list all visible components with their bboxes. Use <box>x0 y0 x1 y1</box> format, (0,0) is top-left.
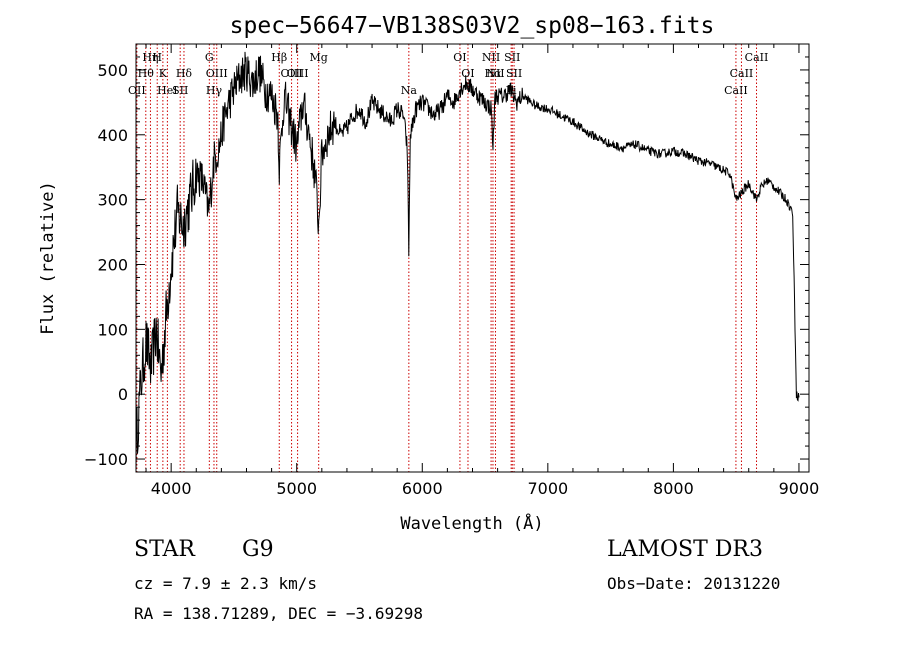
object-subclass: G9 <box>242 537 274 562</box>
line-marker-label-6: Hδ <box>176 67 193 80</box>
line-marker-label-25: CaII <box>730 67 754 80</box>
x-tick-label-5: 9000 <box>779 479 820 498</box>
x-tick-label-1: 5000 <box>276 479 317 498</box>
line-marker-label-8: G <box>205 51 214 64</box>
chart-title: spec−56647−VB138S03V2_sp08−163.fits <box>230 13 715 39</box>
line-marker-label-19: SII <box>504 51 520 64</box>
line-marker-label-12: OIII <box>281 67 303 80</box>
redshift-text: cz = 7.9 ± 2.3 km/s <box>134 574 318 593</box>
spectrum-line <box>135 51 800 470</box>
line-marker-label-1: Hθ <box>138 67 155 80</box>
x-axis-label: Wavelength (Å) <box>400 512 543 534</box>
y-tick-label-6: 500 <box>97 61 128 80</box>
x-tick-label-0: 4000 <box>151 479 192 498</box>
line-marker-label-13: OIII <box>287 67 309 80</box>
x-tick-label-3: 7000 <box>527 479 568 498</box>
line-marker-label-11: Hβ <box>271 51 287 64</box>
survey-name: LAMOST DR3 <box>607 537 763 562</box>
y-tick-label-5: 400 <box>97 126 128 145</box>
line-marker-label-3: H <box>152 51 162 64</box>
y-tick-label-1: 0 <box>118 385 128 404</box>
y-tick-label-4: 300 <box>97 191 128 210</box>
line-marker-label-2: OII <box>128 84 146 97</box>
plot-frame <box>135 43 810 473</box>
ra-dec-text: RA = 138.71289, DEC = −3.69298 <box>134 604 423 623</box>
axis-ticks: 4000 5000 6000 7000 8000 9000 −100 0 100 200 300 40… <box>84 43 820 498</box>
line-marker-label-0: Hη <box>142 51 158 64</box>
y-axis-label: Flux (relative) <box>38 181 58 335</box>
line-marker-label-23: Li <box>506 84 517 97</box>
line-marker-label-20: Hα <box>484 67 502 80</box>
line-marker-label-4: K <box>159 67 168 80</box>
line-marker-label-15: Na <box>401 84 418 97</box>
y-tick-label-0: −100 <box>84 450 128 469</box>
line-marker-label-26: CaII <box>724 84 748 97</box>
spectrum-series <box>135 51 800 470</box>
line-marker-label-9: OIII <box>206 67 228 80</box>
axes <box>135 43 810 473</box>
x-tick-label-4: 8000 <box>653 479 694 498</box>
line-marker-label-21: NII <box>486 67 504 80</box>
object-class: STAR <box>134 537 195 562</box>
line-marker-label-5: HeI <box>157 84 177 97</box>
y-tick-label-3: 200 <box>97 255 128 274</box>
line-marker-label-22: SII <box>506 67 522 80</box>
line-marker-label-17: OI <box>461 67 474 80</box>
x-tick-label-2: 6000 <box>402 479 443 498</box>
line-marker-label-7: SII <box>172 84 188 97</box>
line-marker-label-18: NII <box>482 51 500 64</box>
line-marker-label-14: Mg <box>310 51 328 64</box>
y-tick-label-2: 100 <box>97 320 128 339</box>
line-marker-labels: HηHθOIIHKHeIHδSIIGOIIIHγHβOIIIOIIIMgNaOI… <box>128 51 768 97</box>
line-markers <box>136 44 758 472</box>
line-marker-label-10: Hγ <box>206 84 223 97</box>
line-marker-label-16: OI <box>453 51 466 64</box>
line-marker-label-24: CaII <box>745 51 769 64</box>
obs-date-text: Obs−Date: 20131220 <box>607 574 781 593</box>
